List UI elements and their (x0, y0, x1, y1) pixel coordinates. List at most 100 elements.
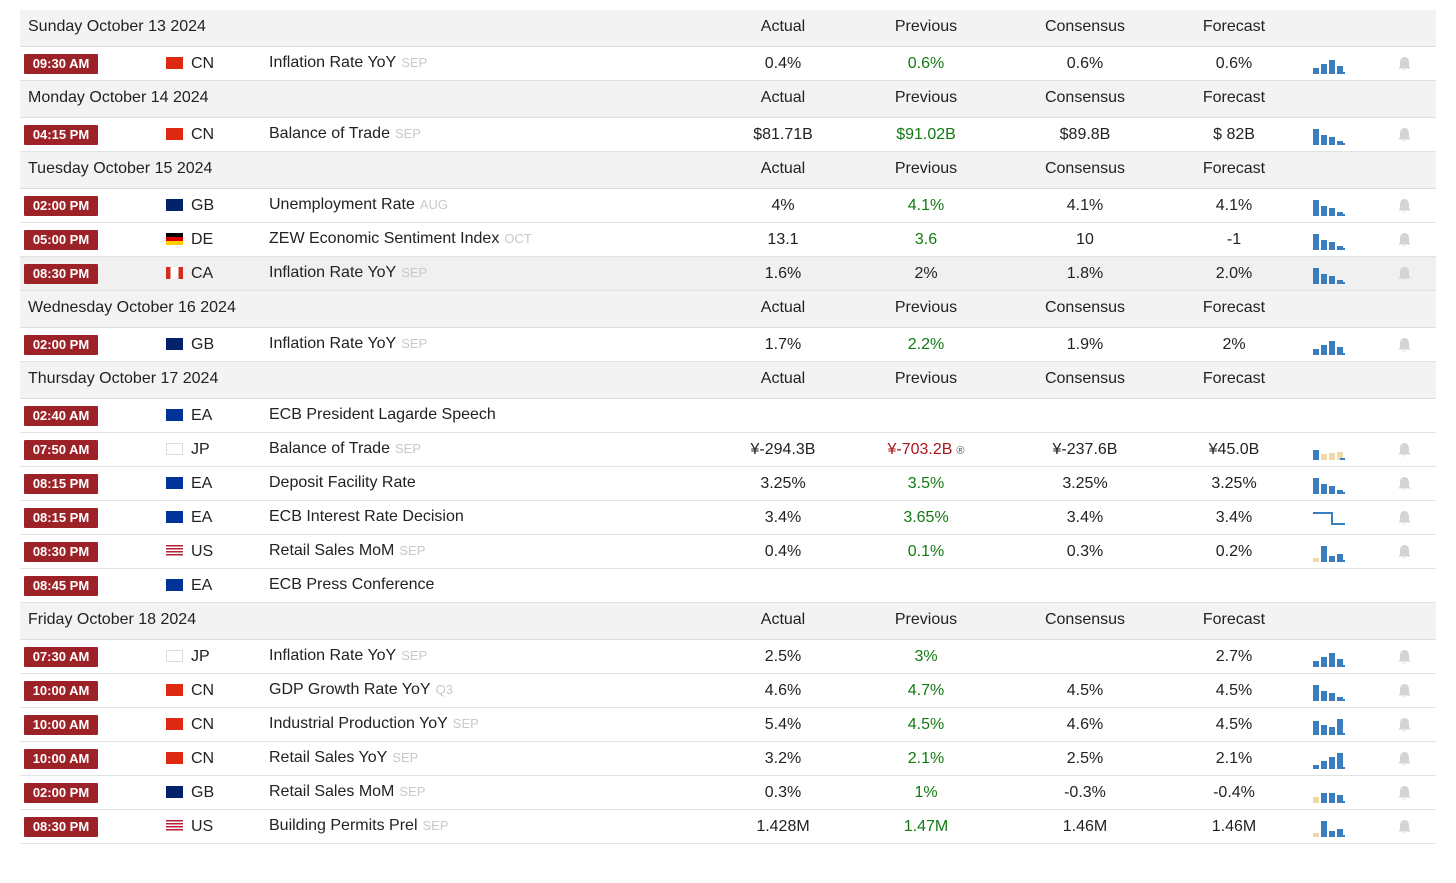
event-name[interactable]: Retail Sales MoM (269, 783, 395, 800)
bell-icon[interactable] (1397, 683, 1412, 699)
event-row[interactable]: 08:15 PM EA Deposit Facility Rate 3.25% 3.5%… (20, 467, 1436, 501)
event-name-link[interactable]: Inflation Rate YoY SEP (269, 335, 427, 353)
event-name-link[interactable]: Balance of Trade SEP (269, 125, 421, 143)
event-name[interactable]: ECB Press Conference (269, 576, 435, 593)
event-name-link[interactable]: Balance of Trade SEP (269, 440, 421, 458)
bell-shape (1398, 786, 1411, 800)
event-name[interactable]: Balance of Trade (269, 125, 390, 142)
event-name[interactable]: Building Permits Prel (269, 817, 418, 834)
event-name-link[interactable]: Retail Sales MoM SEP (269, 783, 425, 801)
flag-cn-icon (166, 718, 183, 730)
event-row[interactable]: 07:30 AM JP Inflation Rate YoY SEP 2.5% 3% 2.7… (20, 640, 1436, 674)
event-name-link[interactable]: Retail Sales YoY SEP (269, 749, 418, 767)
sparkline-chart-icon[interactable] (1312, 647, 1346, 667)
bell-icon[interactable] (1397, 337, 1412, 353)
event-row[interactable]: 02:00 PM GB Retail Sales MoM SEP 0.3% 1% -0.3%… (20, 776, 1436, 810)
bell-icon[interactable] (1397, 266, 1412, 282)
event-row[interactable]: 08:30 PM US Retail Sales MoM SEP 0.4% 0.1% 0.3… (20, 535, 1436, 569)
sparkline-chart-icon[interactable] (1312, 440, 1346, 460)
forecast-text: 2% (1222, 336, 1246, 353)
sparkline-chart-icon[interactable] (1312, 264, 1346, 284)
event-name-link[interactable]: Inflation Rate YoY SEP (269, 54, 427, 72)
reference-period: SEP (452, 716, 479, 731)
event-row[interactable]: 08:15 PM EA ECB Interest Rate Decision 3.4%… (20, 501, 1436, 535)
sparkline-chart-icon[interactable] (1312, 230, 1346, 250)
forecast-value: 0.2% (1164, 543, 1304, 561)
bell-icon[interactable] (1397, 476, 1412, 492)
bell-icon[interactable] (1397, 717, 1412, 733)
sparkline-chart-icon[interactable] (1312, 474, 1346, 494)
previous-value: 0.1% (856, 543, 996, 561)
event-name[interactable]: Inflation Rate YoY (269, 264, 397, 281)
day-header: Tuesday October 15 2024 Actual Previous Con… (20, 152, 1436, 189)
sparkline-chart-icon[interactable] (1312, 125, 1346, 145)
event-row[interactable]: 10:00 AM CN Retail Sales YoY SEP 3.2% 2.1% 2.5… (20, 742, 1436, 776)
event-row[interactable]: 08:45 PM EA ECB Press Conference (20, 569, 1436, 603)
event-name-link[interactable]: ECB Interest Rate Decision (269, 508, 464, 526)
sparkline-chart-icon[interactable] (1312, 335, 1346, 355)
bell-icon[interactable] (1397, 544, 1412, 560)
event-name[interactable]: ZEW Economic Sentiment Index (269, 230, 500, 247)
event-row[interactable]: 05:00 PM DE ZEW Economic Sentiment Index OC… (20, 223, 1436, 257)
event-row[interactable]: 10:00 AM CN GDP Growth Rate YoY Q3 4.6% 4.7% 4… (20, 674, 1436, 708)
sparkline-chart-icon[interactable] (1312, 681, 1346, 701)
bell-icon[interactable] (1397, 442, 1412, 458)
event-name[interactable]: Balance of Trade (269, 440, 390, 457)
event-name[interactable]: Inflation Rate YoY (269, 647, 397, 664)
event-name-link[interactable]: Retail Sales MoM SEP (269, 542, 425, 560)
reference-period: SEP (401, 648, 428, 663)
event-name-link[interactable]: Unemployment Rate AUG (269, 196, 448, 214)
event-name-link[interactable]: ECB Press Conference (269, 576, 434, 594)
bell-icon[interactable] (1397, 785, 1412, 801)
event-name-link[interactable]: Building Permits Prel SEP (269, 817, 449, 835)
bell-icon[interactable] (1397, 649, 1412, 665)
event-name[interactable]: Retail Sales YoY (269, 749, 388, 766)
event-row[interactable]: 02:00 PM GB Inflation Rate YoY SEP 1.7% 2.2% 1… (20, 328, 1436, 362)
sparkline-chart-icon[interactable] (1312, 196, 1346, 216)
bell-icon[interactable] (1397, 56, 1412, 72)
sparkline-chart-icon[interactable] (1312, 817, 1346, 837)
bell-icon[interactable] (1397, 232, 1412, 248)
sparkline-chart-icon[interactable] (1312, 54, 1346, 74)
event-row[interactable]: 04:15 PM CN Balance of Trade SEP $81.71B $91.… (20, 118, 1436, 152)
event-name[interactable]: Unemployment Rate (269, 196, 415, 213)
sparkline-chart-icon[interactable] (1312, 542, 1346, 562)
event-name[interactable]: Deposit Facility Rate (269, 474, 416, 491)
event-row[interactable]: 02:00 PM GB Unemployment Rate AUG 4% 4.1% 4.1%… (20, 189, 1436, 223)
event-name[interactable]: Inflation Rate YoY (269, 54, 397, 71)
event-name-link[interactable]: ECB President Lagarde Speech (269, 406, 496, 424)
bell-shape (1398, 443, 1411, 457)
event-name[interactable]: Inflation Rate YoY (269, 335, 397, 352)
consensus-text: 3.4% (1066, 509, 1104, 526)
event-name-link[interactable]: GDP Growth Rate YoY Q3 (269, 681, 453, 699)
sparkline-bar (1313, 129, 1319, 145)
sparkline-chart-icon[interactable] (1312, 783, 1346, 803)
event-name[interactable]: Industrial Production YoY (269, 715, 448, 732)
event-row[interactable]: 08:30 PM CA Inflation Rate YoY SEP 1.6% 2% 1.8… (20, 257, 1436, 291)
bell-icon[interactable] (1397, 198, 1412, 214)
sparkline-chart-icon[interactable] (1312, 715, 1346, 735)
bell-icon[interactable] (1397, 751, 1412, 767)
event-name-link[interactable]: Industrial Production YoY SEP (269, 715, 479, 733)
event-row[interactable]: 09:30 AM CN Inflation Rate YoY SEP 0.4% 0.6% 0… (20, 47, 1436, 81)
time-badge: 08:30 PM (24, 264, 98, 284)
event-row[interactable]: 02:40 AM EA ECB President Lagarde Speech (20, 399, 1436, 433)
event-row[interactable]: 08:30 PM US Building Permits Prel SEP 1.428M… (20, 810, 1436, 844)
event-name[interactable]: GDP Growth Rate YoY (269, 681, 431, 698)
event-name-link[interactable]: Deposit Facility Rate (269, 474, 416, 492)
event-name-link[interactable]: Inflation Rate YoY SEP (269, 264, 427, 282)
sparkline-chart-icon[interactable] (1312, 508, 1346, 528)
event-name[interactable]: Retail Sales MoM (269, 542, 395, 559)
event-row[interactable]: 10:00 AM CN Industrial Production YoY SEP 5.… (20, 708, 1436, 742)
previous-value: 4.1% (856, 197, 996, 215)
sparkline-chart-icon[interactable] (1312, 749, 1346, 769)
event-name[interactable]: ECB Interest Rate Decision (269, 508, 464, 525)
bell-icon[interactable] (1397, 127, 1412, 143)
flag-us-icon (166, 545, 183, 557)
bell-icon[interactable] (1397, 819, 1412, 835)
event-name[interactable]: ECB President Lagarde Speech (269, 406, 496, 423)
event-name-link[interactable]: Inflation Rate YoY SEP (269, 647, 427, 665)
event-row[interactable]: 07:50 AM JP Balance of Trade SEP ¥-294.3B ¥-7… (20, 433, 1436, 467)
bell-icon[interactable] (1397, 510, 1412, 526)
event-name-link[interactable]: ZEW Economic Sentiment Index OCT (269, 230, 532, 248)
